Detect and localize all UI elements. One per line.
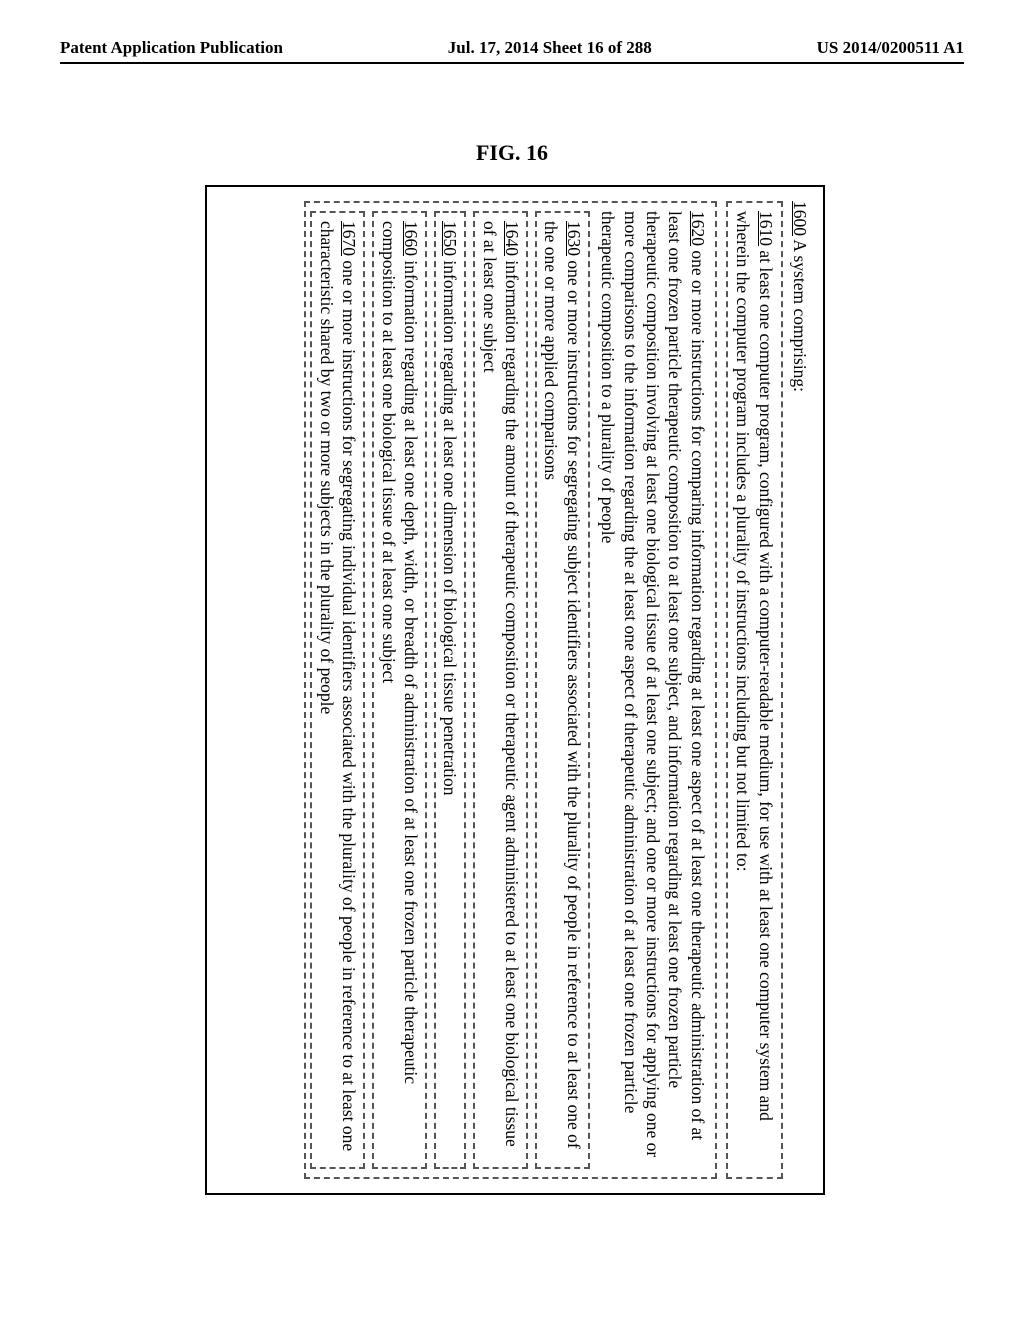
outer-box-1600: 1600 A system comprising: 1610 at least … bbox=[205, 185, 825, 1195]
page-header: Patent Application Publication Jul. 17, … bbox=[60, 38, 964, 58]
ref-1650: 1650 bbox=[440, 221, 460, 256]
ref-1620: 1620 bbox=[688, 211, 708, 246]
box-1620-text: one or more instructions for comparing i… bbox=[598, 211, 708, 1157]
box-1640: 1640 information regarding the amount of… bbox=[473, 211, 528, 1169]
box-1660: 1660 information regarding at least one … bbox=[372, 211, 427, 1169]
header-rule bbox=[60, 62, 964, 64]
box-1660-text: information regarding at least one depth… bbox=[379, 221, 421, 1084]
box-1670-text: one or more instructions for segregating… bbox=[317, 221, 359, 1151]
box-1610-text: at least one computer program, configure… bbox=[733, 211, 775, 1121]
page-container: Patent Application Publication Jul. 17, … bbox=[0, 0, 1024, 1320]
diagram-rotated-wrapper: 1600 A system comprising: 1610 at least … bbox=[10, 380, 1020, 1000]
header-right: US 2014/0200511 A1 bbox=[817, 38, 964, 58]
box-1610: 1610 at least one computer program, conf… bbox=[726, 201, 783, 1179]
figure-label: FIG. 16 bbox=[0, 140, 1024, 166]
outer-title: 1600 A system comprising: bbox=[789, 201, 811, 1179]
outer-title-text: A system comprising: bbox=[790, 236, 810, 392]
ref-1600: 1600 bbox=[790, 201, 810, 236]
box-1620-content: 1620 one or more instructions for compar… bbox=[597, 211, 709, 1169]
header-center: Jul. 17, 2014 Sheet 16 of 288 bbox=[448, 38, 652, 58]
ref-1640: 1640 bbox=[502, 221, 522, 256]
header-left: Patent Application Publication bbox=[60, 38, 283, 58]
ref-1630: 1630 bbox=[564, 221, 584, 256]
box-1670: 1670 one or more instructions for segreg… bbox=[310, 211, 365, 1169]
ref-1610: 1610 bbox=[756, 211, 776, 246]
box-1650-text: information regarding at least one dimen… bbox=[440, 256, 460, 795]
diagram-inner: 1600 A system comprising: 1610 at least … bbox=[205, 185, 825, 1195]
box-1630-text: one or more instructions for segregating… bbox=[541, 221, 583, 1149]
ref-1660: 1660 bbox=[401, 221, 421, 256]
box-1640-text: information regarding the amount of ther… bbox=[480, 221, 522, 1147]
box-1650: 1650 information regarding at least one … bbox=[434, 211, 466, 1169]
box-1620-container: 1620 one or more instructions for compar… bbox=[304, 201, 716, 1179]
ref-1670: 1670 bbox=[339, 221, 359, 256]
box-1630: 1630 one or more instructions for segreg… bbox=[535, 211, 590, 1169]
